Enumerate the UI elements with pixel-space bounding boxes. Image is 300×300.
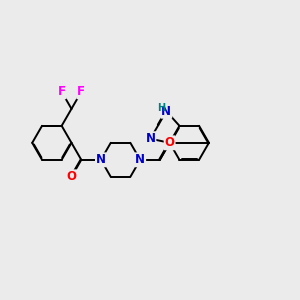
Text: N: N: [135, 153, 145, 166]
Text: F: F: [77, 85, 85, 98]
Text: N: N: [161, 105, 171, 118]
Text: F: F: [58, 85, 66, 98]
Text: N: N: [146, 132, 155, 145]
Text: N: N: [96, 153, 106, 166]
Text: H: H: [158, 103, 166, 113]
Text: O: O: [165, 136, 175, 149]
Text: O: O: [67, 170, 76, 183]
